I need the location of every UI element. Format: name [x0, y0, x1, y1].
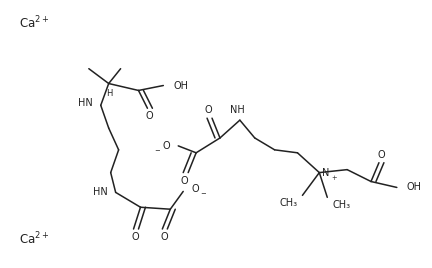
Text: Ca$^{2+}$: Ca$^{2+}$	[19, 15, 50, 31]
Text: OH: OH	[407, 183, 422, 192]
Text: CH₃: CH₃	[280, 198, 298, 208]
Text: Ca$^{2+}$: Ca$^{2+}$	[19, 230, 50, 247]
Text: $^{+}$: $^{+}$	[331, 176, 338, 185]
Text: HN: HN	[78, 98, 93, 108]
Text: N: N	[322, 168, 330, 178]
Text: O: O	[163, 141, 170, 151]
Text: O: O	[132, 232, 140, 242]
Text: CH₃: CH₃	[332, 200, 350, 210]
Text: O: O	[161, 232, 168, 242]
Text: $^{-}$: $^{-}$	[154, 148, 162, 158]
Text: NH: NH	[231, 105, 245, 115]
Text: O: O	[146, 111, 153, 121]
Text: $^{-}$: $^{-}$	[200, 191, 207, 201]
Text: O: O	[204, 105, 212, 115]
Text: O: O	[377, 150, 385, 160]
Text: OH: OH	[173, 80, 188, 91]
Text: HN: HN	[93, 187, 108, 198]
Text: O: O	[191, 184, 199, 194]
Text: H: H	[106, 89, 112, 98]
Text: O: O	[181, 176, 188, 185]
